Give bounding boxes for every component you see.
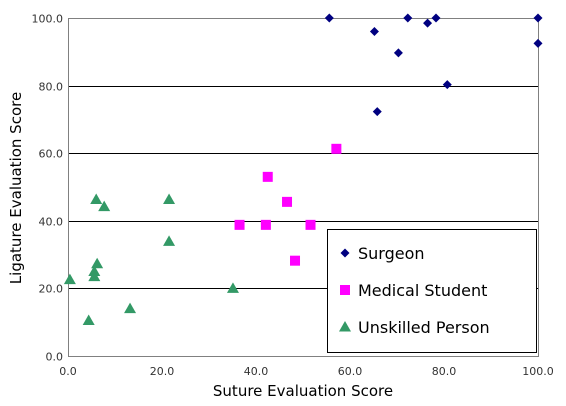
x-tick-label: 60.0 [338,365,363,378]
data-points [63,13,543,326]
diamond-point [324,13,334,23]
diamond-point [533,38,543,48]
x-tick-label: 20.0 [150,365,175,378]
triangle-point [82,314,95,326]
triangle-point [226,282,239,293]
x-tick-label: 40.0 [244,365,269,378]
y-tick-label: 60.0 [39,148,64,161]
plot-area-border [68,18,539,357]
y-tick-labels: 0.0 20.0 40.0 60.0 80.0 100.0 [32,13,64,364]
triangle-point [63,273,76,285]
y-tick-label: 80.0 [39,81,64,94]
square-point [262,171,273,182]
triangle-point [98,200,111,212]
x-tick-labels: 0.0 20.0 40.0 60.0 80.0 100.0 [59,365,554,378]
legend-marker-triangle [339,321,351,332]
y-tick-label: 40.0 [39,216,64,229]
triangle-point [124,302,137,314]
diamond-point [423,18,433,28]
diamond-point [393,48,403,58]
diamond-point [431,13,441,23]
square-point [290,255,301,266]
x-tick-label: 80.0 [432,365,457,378]
legend-marker-square [340,285,350,295]
diamond-point [403,13,413,23]
y-tick-label: 20.0 [39,283,64,296]
diamond-point [442,80,452,90]
legend-label: Unskilled Person [358,318,490,337]
triangle-point [91,257,104,269]
square-point [234,219,245,230]
square-point [282,196,293,207]
diamond-point [369,27,379,37]
legend-marker-diamond [340,248,350,258]
y-tick-label: 100.0 [32,13,64,26]
x-tick-label: 100.0 [522,365,554,378]
square-point [305,219,316,230]
triangle-point [90,193,103,205]
legend: Surgeon Medical Student Unskilled Person [327,229,537,353]
y-tick-label: 0.0 [46,351,64,364]
y-axis-title: Ligature Evaluation Score [7,92,25,284]
x-tick-label: 0.0 [59,365,77,378]
triangle-point [163,235,176,246]
square-point [260,219,271,230]
triangle-point [163,193,176,205]
legend-box [327,229,537,353]
x-axis-title: Suture Evaluation Score [213,382,393,400]
legend-label: Surgeon [358,244,425,263]
diamond-point [372,107,382,117]
square-point [331,143,342,154]
legend-label: Medical Student [358,281,487,300]
triangle-point [88,270,101,282]
diamond-point [533,13,543,23]
